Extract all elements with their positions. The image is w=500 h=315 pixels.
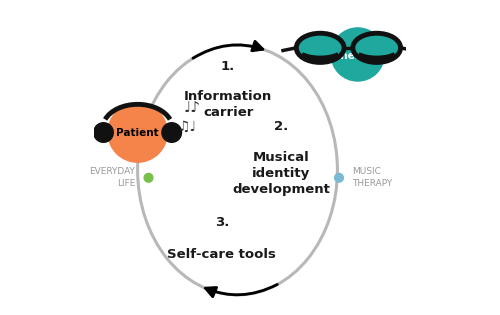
Text: Patient: Patient xyxy=(116,128,159,138)
Text: EVERYDAY
LIFE: EVERYDAY LIFE xyxy=(90,167,136,188)
Text: Therapist: Therapist xyxy=(334,51,390,61)
Ellipse shape xyxy=(296,33,344,62)
Circle shape xyxy=(108,103,168,162)
Circle shape xyxy=(162,123,182,142)
Circle shape xyxy=(94,123,114,142)
Text: ♩♪: ♩♪ xyxy=(184,101,200,116)
Ellipse shape xyxy=(353,33,401,62)
Text: 1.: 1. xyxy=(221,60,236,73)
Text: Musical
identity
development: Musical identity development xyxy=(232,151,330,196)
Text: Information
carrier: Information carrier xyxy=(184,90,272,119)
Text: Self-care tools: Self-care tools xyxy=(168,248,276,261)
Circle shape xyxy=(334,174,344,182)
Circle shape xyxy=(331,28,384,81)
Text: MUSIC
THERAPY: MUSIC THERAPY xyxy=(352,167,393,188)
Circle shape xyxy=(144,174,153,182)
Text: 3.: 3. xyxy=(214,216,229,229)
Text: ♫♩: ♫♩ xyxy=(178,120,197,134)
Text: 2.: 2. xyxy=(274,119,288,133)
